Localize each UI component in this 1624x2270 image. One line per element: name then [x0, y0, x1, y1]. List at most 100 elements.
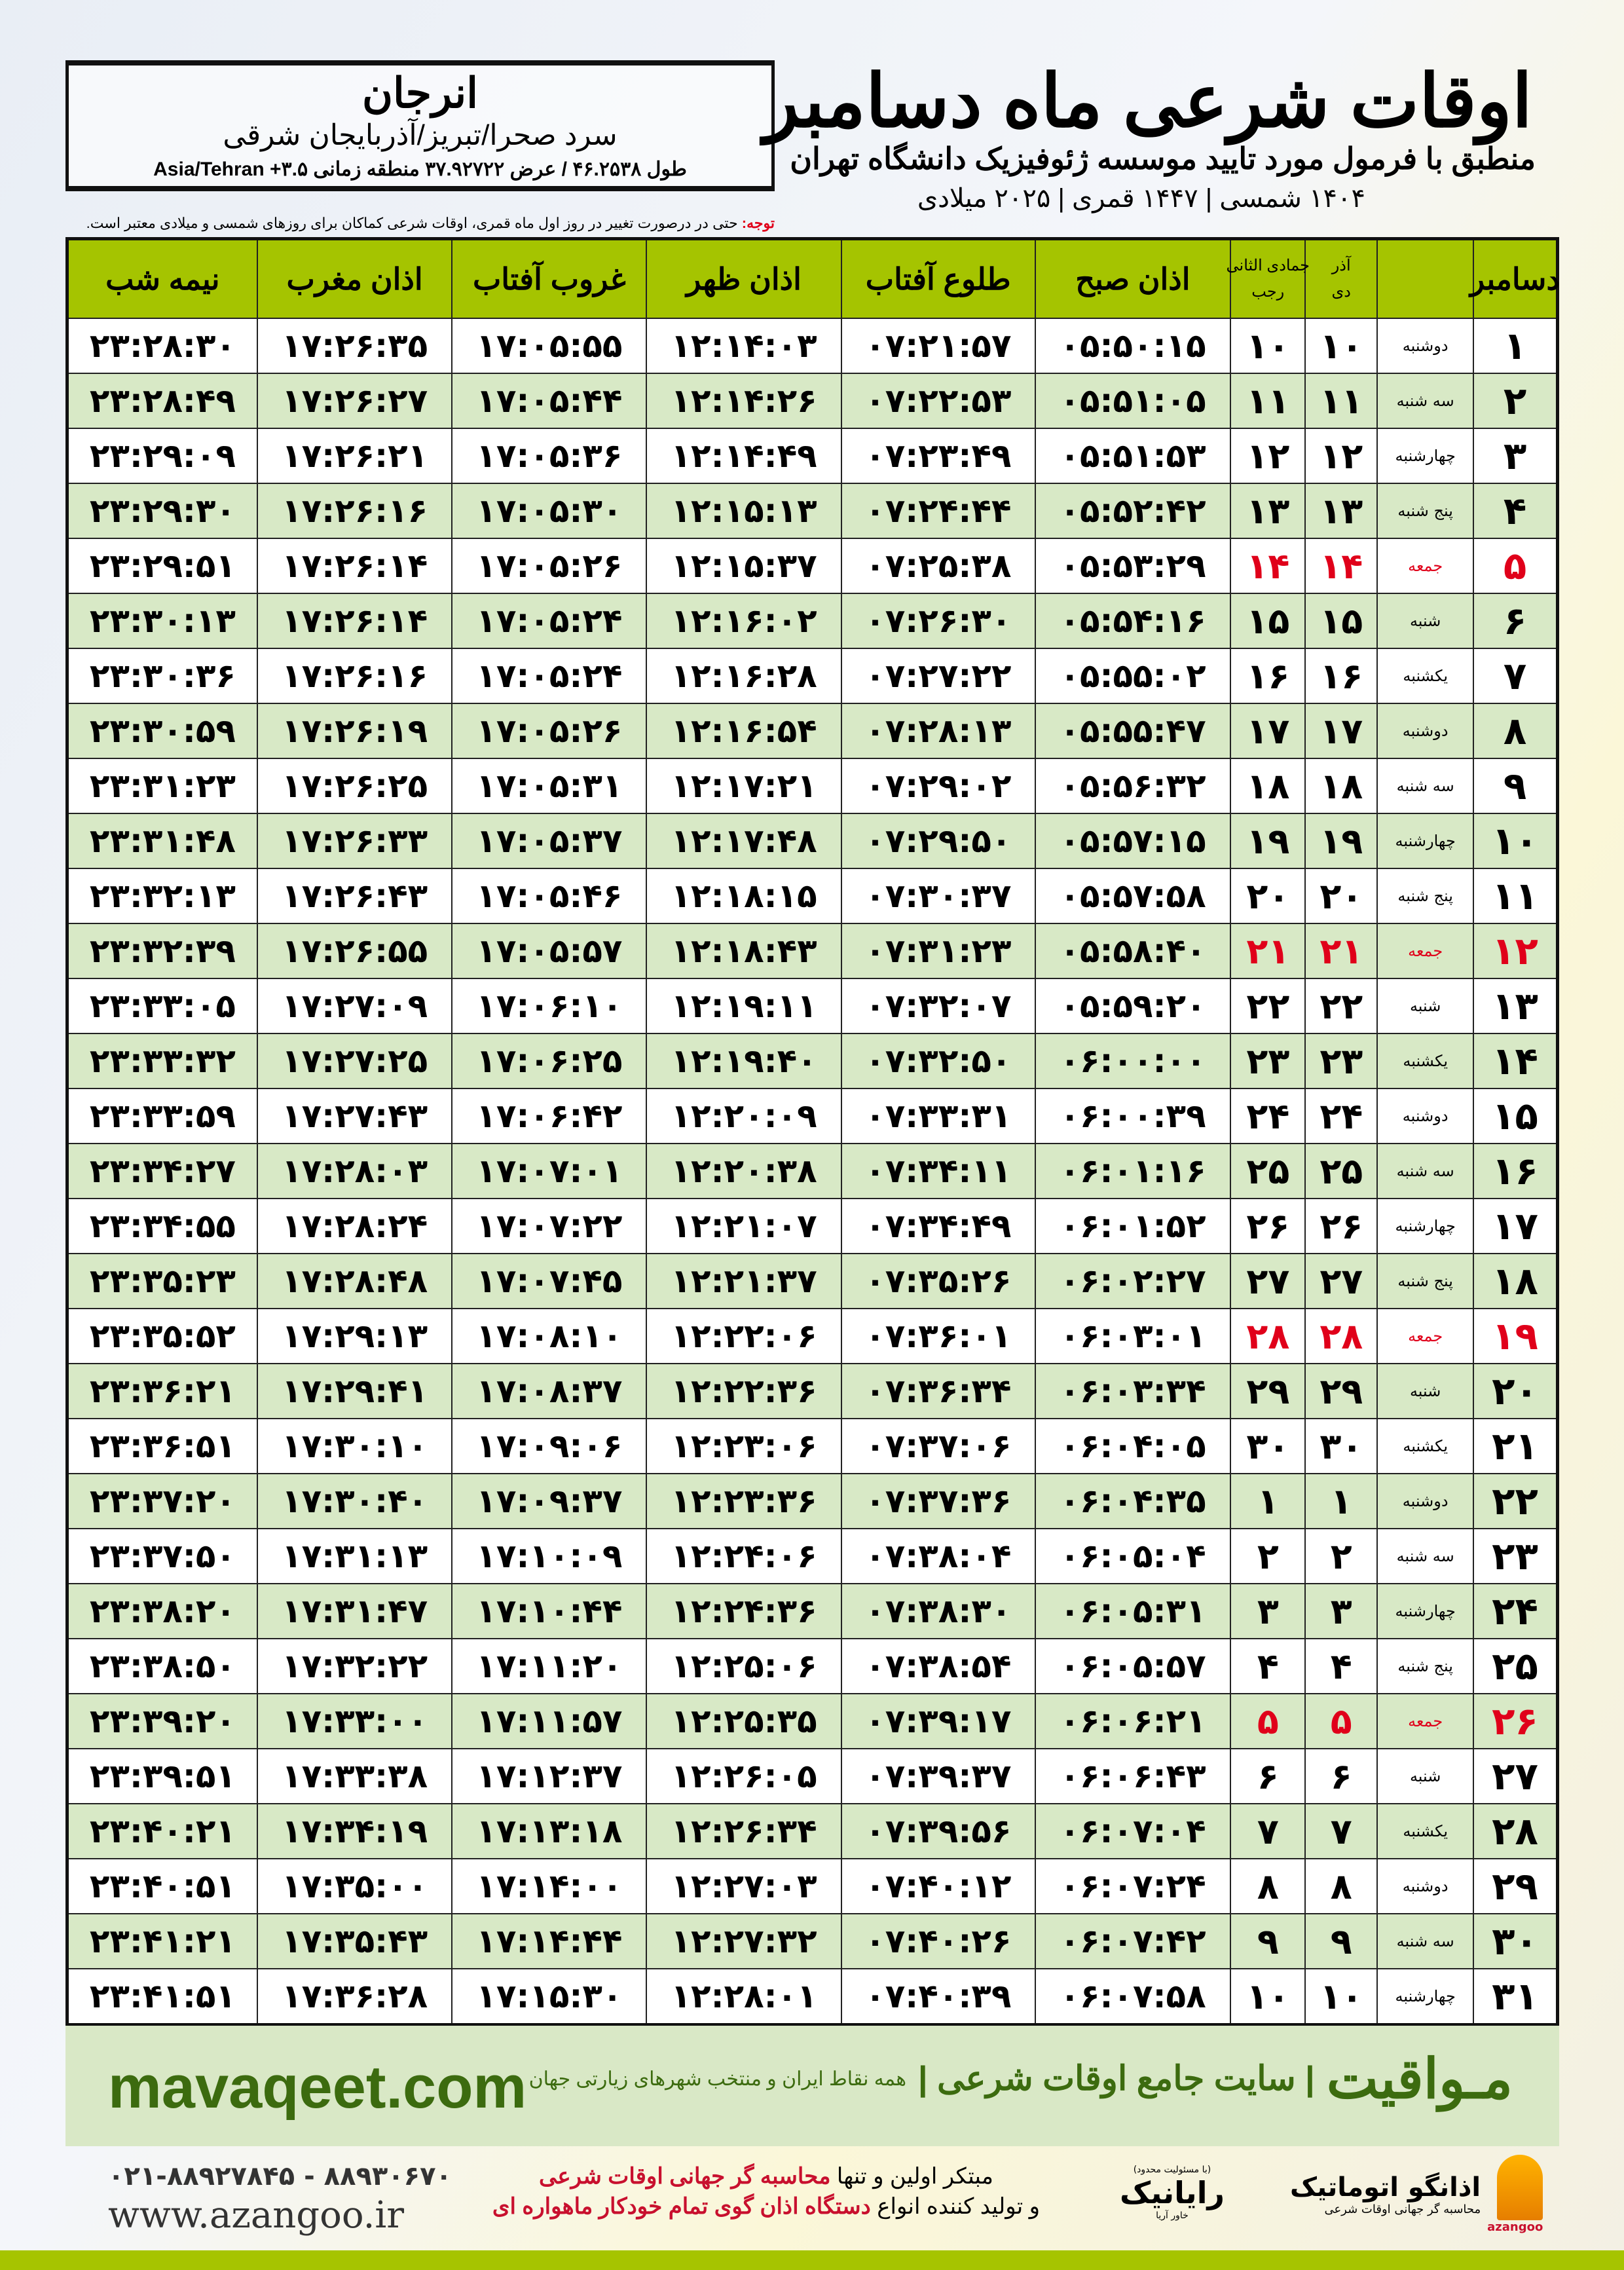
city-name: انرجان — [362, 69, 478, 117]
midnight-time: ۲۳:۳۱:۲۳ — [89, 767, 236, 805]
dhuhr-time: ۱۲:۲۱:۰۷ — [646, 1199, 841, 1253]
shamsi-day: ۶ — [1304, 1749, 1376, 1803]
fajr-time: ۰۶:۰۴:۰۵ — [1034, 1419, 1230, 1473]
weekday: چهارشنبه — [1376, 814, 1473, 868]
day-number: ۳ — [1473, 429, 1556, 483]
sunset-time: ۱۷:۰۸:۱۰ — [451, 1309, 646, 1363]
dhuhr-time: ۱۲:۲۵:۰۶ — [646, 1639, 841, 1693]
weekday: دوشنبه — [1376, 1089, 1473, 1143]
midnight-time: ۲۳:۳۳:۳۲ — [89, 1042, 236, 1080]
day-number: ۷ — [1473, 649, 1556, 703]
day-number: ۳۰ — [1473, 1914, 1556, 1968]
fajr-time: ۰۶:۰۱:۱۶ — [1034, 1144, 1230, 1198]
table-row: ۱۴ یکشنبه ۲۳ ۲۳ ۰۶:۰۰:۰۰ ۰۷:۳۲:۵۰ ۱۲:۱۹:۴۰ ۱۷:۰… — [69, 1033, 1556, 1088]
header-shamsi-bottom: دی — [1331, 283, 1351, 301]
sunset-time: ۱۷:۰۵:۳۶ — [451, 429, 646, 483]
rayanik-name: رایانیک — [1120, 2175, 1225, 2210]
shamsi-day: ۲۱ — [1304, 924, 1376, 978]
fajr-time: ۰۵:۵۴:۱۶ — [1034, 594, 1230, 648]
maghrib-time: ۱۷:۳۵:۴۳ — [256, 1914, 452, 1968]
sunrise-time: ۰۷:۲۷:۲۲ — [840, 649, 1035, 703]
maghrib-time: ۱۷:۲۹:۴۱ — [256, 1364, 452, 1418]
maghrib-time: ۱۷:۲۶:۳۳ — [256, 814, 452, 868]
shamsi-day: ۱۸ — [1304, 759, 1376, 813]
shamsi-day: ۲۸ — [1304, 1309, 1376, 1363]
azangoo-url[interactable]: www.azangoo.ir — [108, 2194, 405, 2237]
sunset-time: ۱۷:۱۳:۱۸ — [451, 1804, 646, 1858]
dhuhr-time: ۱۲:۲۱:۳۷ — [646, 1254, 841, 1308]
fajr-time: ۰۶:۰۲:۲۷ — [1034, 1254, 1230, 1308]
dhuhr-time: ۱۲:۲۳:۳۶ — [646, 1474, 841, 1528]
azangoo-en: azangoo — [1487, 2220, 1543, 2234]
maghrib-time: ۱۷:۲۷:۰۹ — [256, 979, 452, 1033]
brand-logo: مـواقیت | سایت جامع اوقات شرعی | همه نقا… — [529, 2047, 1513, 2111]
day-number: ۹ — [1473, 759, 1556, 813]
fajr-time: ۰۵:۵۲:۴۲ — [1034, 484, 1230, 538]
sunrise-time: ۰۷:۳۴:۱۱ — [840, 1144, 1035, 1198]
table-row: ۲ سه شنبه ۱۱ ۱۱ ۰۵:۵۱:۰۵ ۰۷:۲۲:۵۳ ۱۲:۱۴:۲۶ ۱۷:۰… — [69, 373, 1556, 428]
day-number: ۲۰ — [1473, 1364, 1556, 1418]
maghrib-time: ۱۷:۲۷:۴۳ — [256, 1089, 452, 1143]
table-body: ۱ دوشنبه ۱۰ ۱۰ ۰۵:۵۰:۱۵ ۰۷:۲۱:۵۷ ۱۲:۱۴:۰۳ ۱۷:۰۵… — [69, 318, 1556, 2023]
site-url[interactable]: mavaqeet.com — [108, 2054, 527, 2121]
fajr-time: ۰۵:۵۱:۰۵ — [1034, 374, 1230, 428]
location-box: انرجان سرد صحرا/تبریز/آذربایجان شرقی طول… — [65, 60, 775, 191]
note: توجه: حتی در درصورت تغییر در روز اول ماه… — [65, 215, 775, 232]
table-row: ۷ یکشنبه ۱۶ ۱۶ ۰۵:۵۵:۰۲ ۰۷:۲۷:۲۲ ۱۲:۱۶:۲۸ ۱۷:۰۵… — [69, 648, 1556, 703]
sunrise-time: ۰۷:۴۰:۲۶ — [840, 1914, 1035, 1968]
midnight-time: ۲۳:۳۳:۵۹ — [89, 1097, 236, 1135]
header-dhuhr: اذان ظهر — [646, 240, 841, 318]
sunrise-time: ۰۷:۳۹:۳۷ — [840, 1749, 1035, 1803]
table-row: ۶ شنبه ۱۵ ۱۵ ۰۵:۵۴:۱۶ ۰۷:۲۶:۳۰ ۱۲:۱۶:۰۲ ۱۷:۰۵:۲… — [69, 593, 1556, 648]
midnight-time: ۲۳:۴۱:۲۱ — [89, 1922, 236, 1960]
hijri-day: ۲۶ — [1230, 1199, 1304, 1253]
maghrib-time: ۱۷:۲۶:۱۶ — [256, 484, 452, 538]
sunset-time: ۱۷:۰۶:۴۲ — [451, 1089, 646, 1143]
day-number: ۲۲ — [1473, 1474, 1556, 1528]
weekday: پنج شنبه — [1376, 484, 1473, 538]
table-row: ۱۱ پنج شنبه ۲۰ ۲۰ ۰۵:۵۷:۵۸ ۰۷:۳۰:۳۷ ۱۲:۱۸:۱۵ ۱۷… — [69, 868, 1556, 923]
header-shamsi-top: آذر — [1331, 257, 1351, 274]
sunset-time: ۱۷:۰۵:۳۰ — [451, 484, 646, 538]
year-line: ۱۴۰۴ شمسی | ۱۴۴۷ قمری | ۲۰۲۵ میلادی — [917, 184, 1365, 213]
sunrise-time: ۰۷:۳۶:۰۱ — [840, 1309, 1035, 1363]
weekday: یکشنبه — [1376, 649, 1473, 703]
maghrib-time: ۱۷:۳۳:۰۰ — [256, 1694, 452, 1748]
dhuhr-time: ۱۲:۱۶:۵۴ — [646, 704, 841, 758]
midnight-time: ۲۳:۳۷:۲۰ — [89, 1482, 236, 1520]
sunset-time: ۱۷:۰۵:۵۷ — [451, 924, 646, 978]
sunset-time: ۱۷:۰۵:۲۴ — [451, 594, 646, 648]
weekday: شنبه — [1376, 979, 1473, 1033]
sunset-time: ۱۷:۰۷:۴۵ — [451, 1254, 646, 1308]
hijri-day: ۲۷ — [1230, 1254, 1304, 1308]
hijri-day: ۲۱ — [1230, 924, 1304, 978]
maghrib-time: ۱۷:۲۶:۴۳ — [256, 869, 452, 923]
midnight-time: ۲۳:۳۸:۵۰ — [89, 1647, 236, 1685]
dhuhr-time: ۱۲:۱۷:۲۱ — [646, 759, 841, 813]
shamsi-day: ۲۰ — [1304, 869, 1376, 923]
day-number: ۲۵ — [1473, 1639, 1556, 1693]
dhuhr-time: ۱۲:۲۶:۳۴ — [646, 1804, 841, 1858]
brand-sub: همه نقاط ایران و منتخب شهرهای زیارتی جها… — [528, 2068, 907, 2090]
maghrib-time: ۱۷:۲۶:۱۶ — [256, 649, 452, 703]
hijri-day: ۱۴ — [1230, 539, 1304, 593]
sunset-time: ۱۷:۱۱:۵۷ — [451, 1694, 646, 1748]
shamsi-day: ۴ — [1304, 1639, 1376, 1693]
midnight-time: ۲۳:۳۰:۳۶ — [89, 657, 236, 695]
header-midnight: نیمه شب — [105, 262, 220, 296]
header-hijri-top: جمادی الثانی — [1226, 257, 1310, 274]
page-subtitle: منطبق با فرمول مورد تایید موسسه ژئوفیزیک… — [790, 141, 1536, 176]
weekday: جمعه — [1376, 1309, 1473, 1363]
table-row: ۲۳ سه شنبه ۲ ۲ ۰۶:۰۵:۰۴ ۰۷:۳۸:۰۴ ۱۲:۲۴:۰۶ ۱۷:۱۰… — [69, 1528, 1556, 1583]
midnight-time: ۲۳:۳۰:۱۳ — [89, 602, 236, 640]
fajr-time: ۰۵:۵۹:۲۰ — [1034, 979, 1230, 1033]
fajr-time: ۰۶:۰۵:۳۱ — [1034, 1584, 1230, 1638]
hijri-day: ۱۱ — [1230, 374, 1304, 428]
sunset-time: ۱۷:۰۵:۴۶ — [451, 869, 646, 923]
fajr-time: ۰۶:۰۵:۰۴ — [1034, 1529, 1230, 1583]
shamsi-day: ۷ — [1304, 1804, 1376, 1858]
dhuhr-time: ۱۲:۲۷:۳۲ — [646, 1914, 841, 1968]
table-header: دسامبر آذر دی جمادی الثانی رجب اذان صبح طل… — [69, 240, 1560, 318]
fajr-time: ۰۵:۵۶:۳۲ — [1034, 759, 1230, 813]
promo-1a: مبتکر اولین و تنها — [830, 2164, 994, 2189]
